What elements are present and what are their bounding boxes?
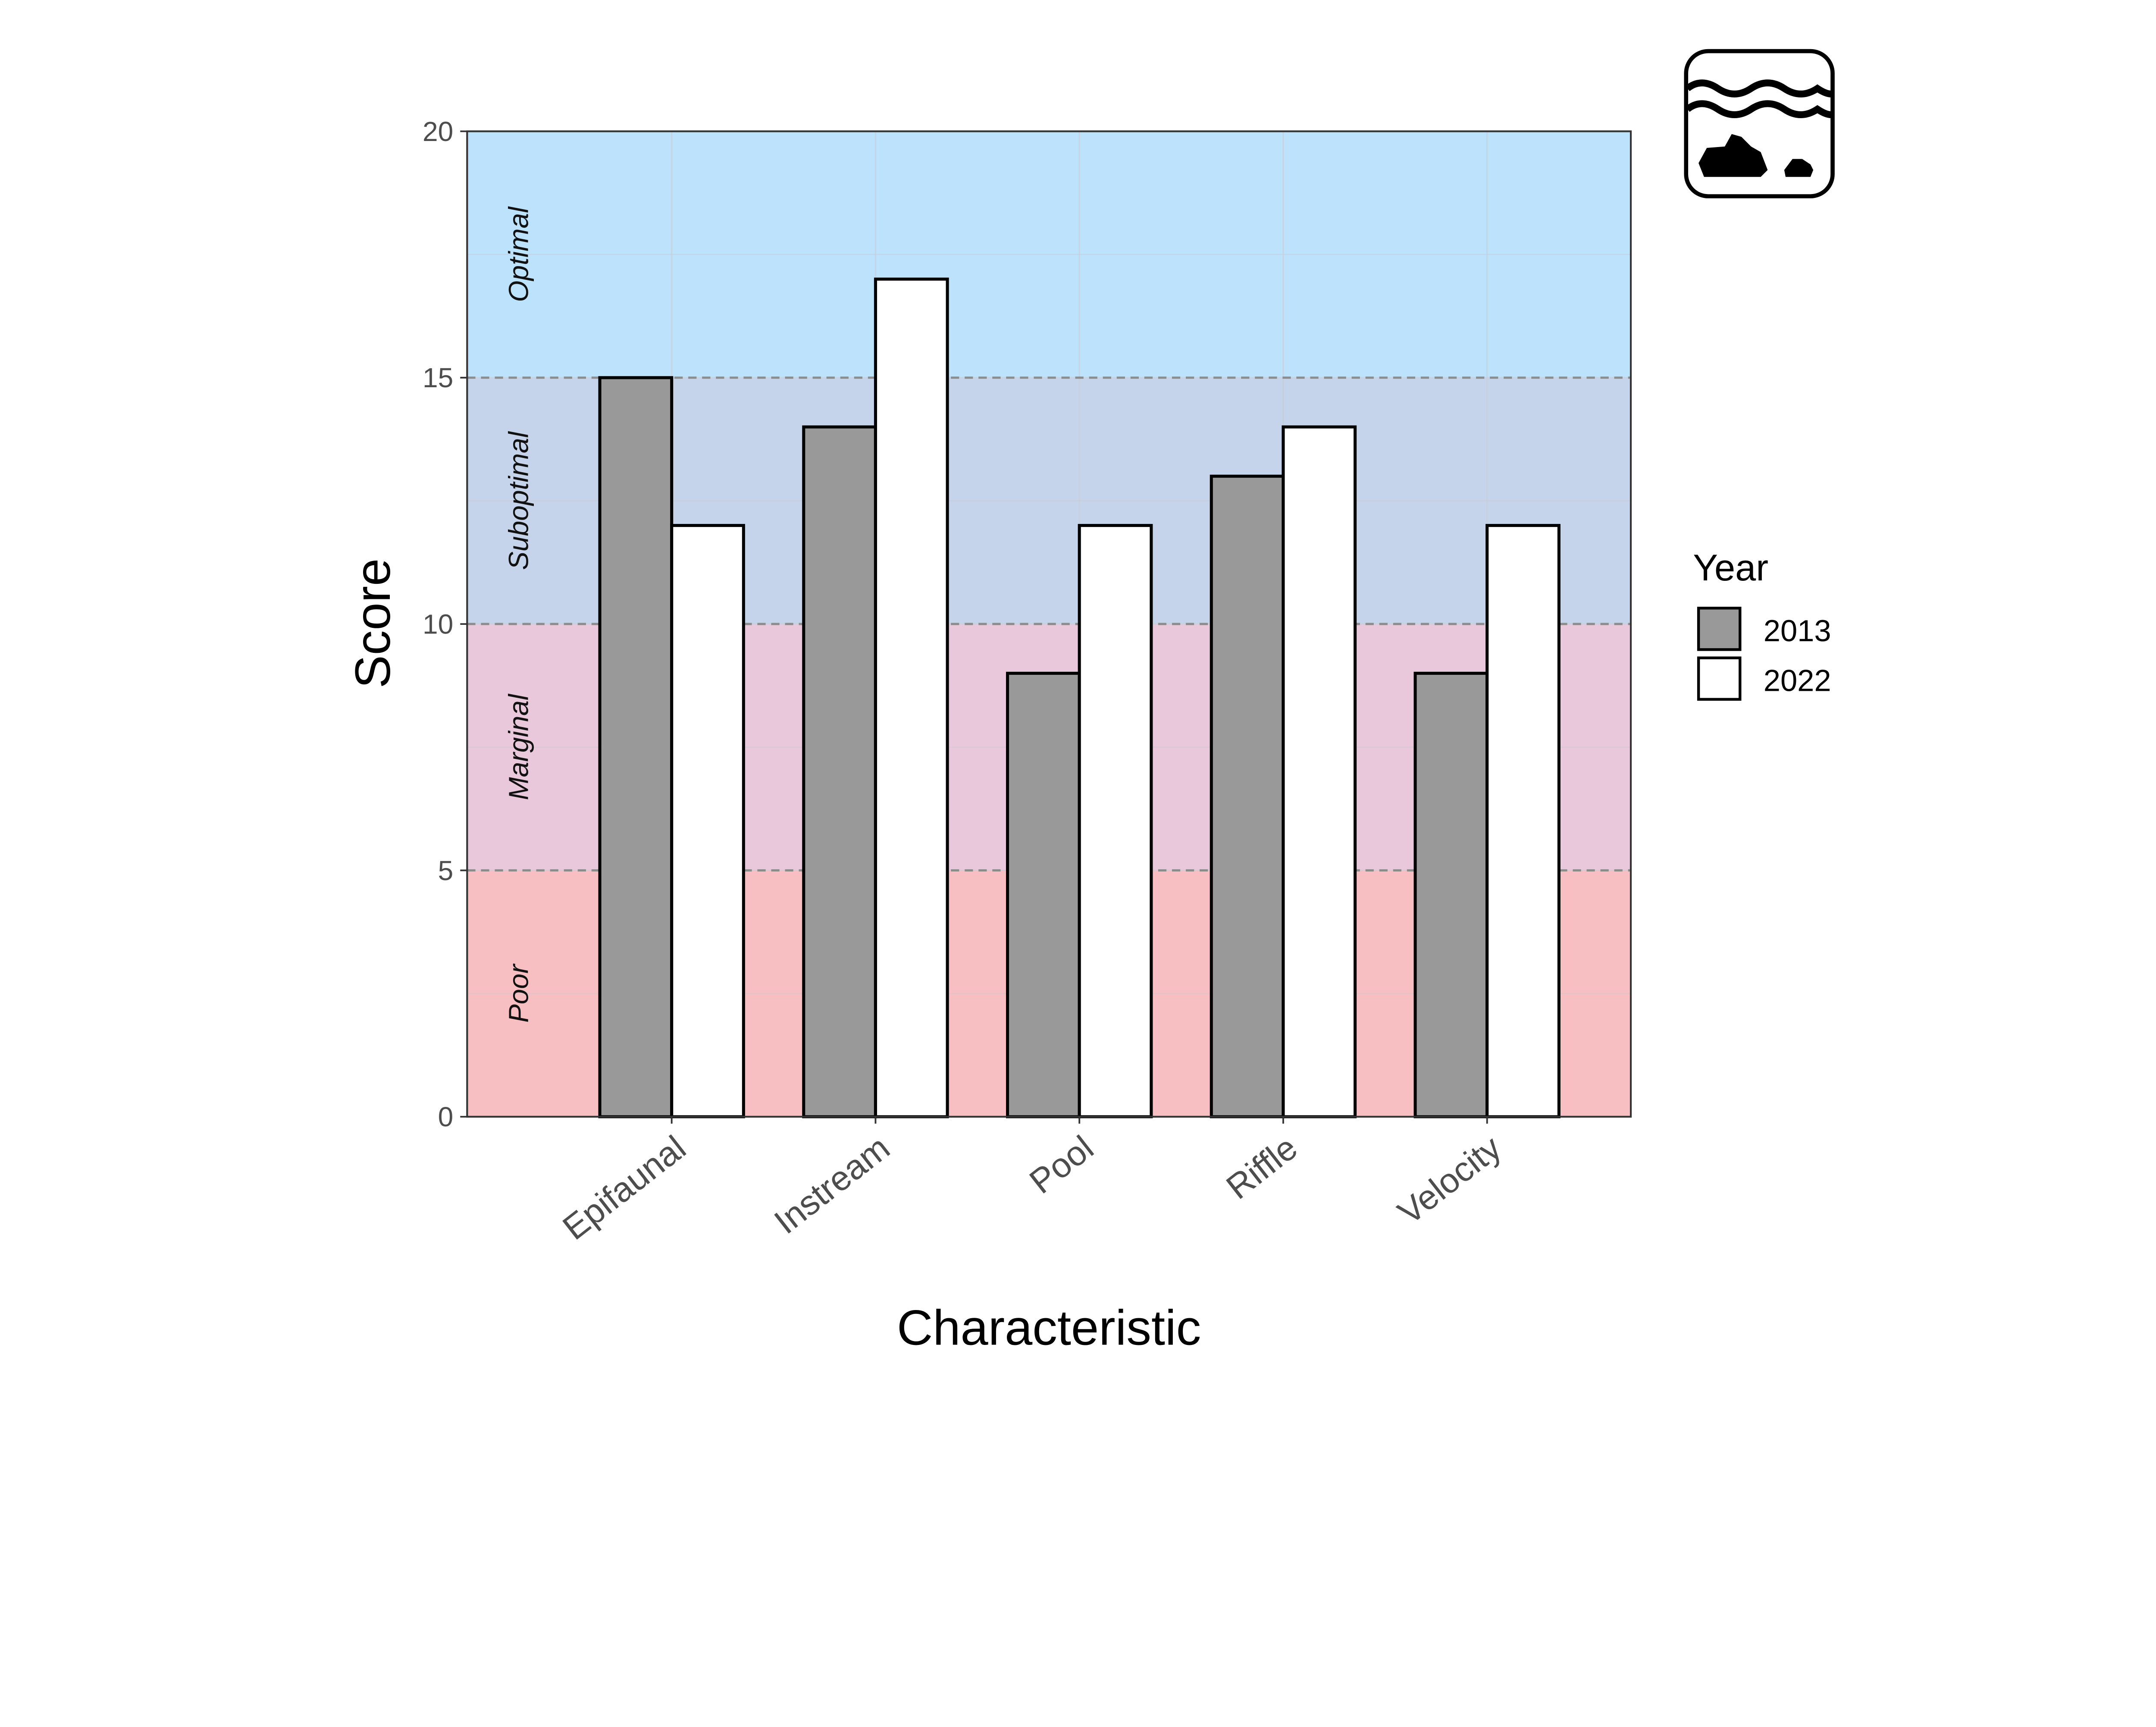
- bar-epifaunal-2022: [670, 524, 745, 1119]
- bars: [598, 277, 1561, 1119]
- band-labels: Poor Marginal Suboptimal Optimal: [503, 206, 534, 1023]
- band-optimal: [467, 131, 1631, 378]
- legend-key-2022: [1697, 656, 1742, 701]
- x-tick-label: Pool: [1022, 1128, 1100, 1201]
- bar-instream-2022: [874, 277, 949, 1119]
- bar-pool-2022: [1078, 524, 1153, 1119]
- bar-riffle-2022: [1282, 425, 1357, 1119]
- bar-chart: Poor Marginal Suboptimal Optimal 0 5 10 15 20 E…: [345, 49, 1835, 1356]
- legend-title: Year: [1693, 547, 1768, 589]
- legend-key-2013: [1697, 607, 1742, 651]
- x-tick-label: Instream: [767, 1128, 896, 1241]
- legend-label-2022: 2022: [1764, 664, 1831, 698]
- bar-velocity-2013: [1413, 671, 1489, 1119]
- bar-riffle-2013: [1210, 474, 1285, 1119]
- legend-label-2013: 2013: [1764, 614, 1831, 648]
- bar-pool-2013: [1006, 671, 1081, 1119]
- y-axis: 0 5 10 15 20: [423, 116, 467, 1132]
- x-tick-label: Epifaunal: [555, 1128, 693, 1247]
- y-axis-title: Score: [345, 558, 401, 688]
- y-tick-label: 0: [438, 1101, 454, 1132]
- y-tick-label: 10: [423, 609, 453, 640]
- band-label-poor: Poor: [503, 963, 534, 1023]
- x-tick-label: Riffle: [1219, 1128, 1304, 1207]
- river-habitat-icon: [1684, 49, 1835, 198]
- bar-instream-2013: [802, 425, 877, 1119]
- band-label-optimal: Optimal: [503, 206, 534, 302]
- band-label-marginal: Marginal: [503, 693, 534, 800]
- x-tick-label: Velocity: [1391, 1128, 1508, 1232]
- legend: Year 2013 2022: [1693, 547, 1831, 701]
- y-tick-label: 5: [438, 855, 454, 886]
- band-label-suboptimal: Suboptimal: [503, 431, 534, 570]
- y-tick-label: 15: [423, 362, 453, 393]
- bar-velocity-2022: [1485, 524, 1561, 1119]
- bar-epifaunal-2013: [598, 376, 674, 1119]
- x-axis: Epifaunal Instream Pool Riffle Velocity: [555, 1116, 1508, 1247]
- y-tick-label: 20: [423, 116, 453, 147]
- x-axis-title: Characteristic: [897, 1301, 1201, 1356]
